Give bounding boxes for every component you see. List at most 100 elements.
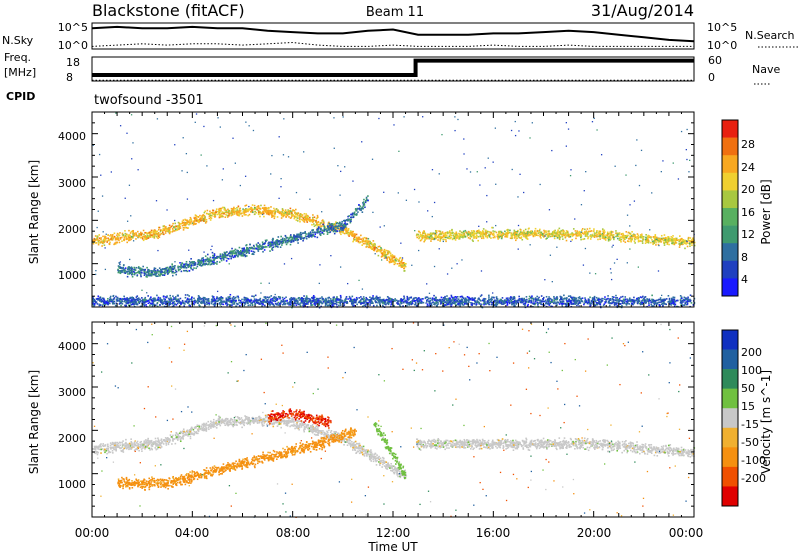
data-cell [218,216,221,219]
data-cell [265,240,267,243]
data-cell [684,247,686,250]
data-cell [129,236,131,239]
data-cell [205,259,208,261]
data-cell [565,232,568,234]
data-cell [528,299,531,302]
data-cell [334,228,337,231]
data-cell [402,264,405,267]
data-cell [349,297,352,300]
data-cell [163,305,166,308]
data-cell [237,254,240,256]
data-cell [461,300,464,303]
data-cell [621,234,624,237]
data-cell [222,258,225,261]
data-cell [248,252,251,254]
data-cell [123,237,126,239]
data-cell [680,237,683,240]
data-cell [214,257,217,259]
data-cell [645,234,647,236]
data-cell [660,301,662,303]
data-cell [202,220,205,222]
data-cell [209,260,212,263]
data-cell [584,232,587,234]
data-cell [470,230,473,232]
data-cell [526,232,528,235]
data-cell [365,296,368,299]
data-cell [534,230,536,232]
data-cell [179,225,181,228]
data-cell [630,238,632,240]
data-cell [485,232,487,234]
data-cell [358,204,360,206]
data-cell [604,236,607,239]
data-cell [589,302,592,305]
data-cell [179,268,181,271]
data-cell [351,235,354,237]
data-cell [657,241,660,243]
data-cell [168,232,171,235]
data-cell [292,214,295,216]
data-cell [613,236,615,239]
data-cell [510,233,513,235]
data-cell [440,296,443,299]
data-cell [160,229,163,231]
data-cell [258,243,261,246]
data-cell [210,217,213,220]
data-cell [681,303,683,306]
data-cell [634,238,636,241]
data-cell [361,244,364,246]
data-cell [278,243,280,246]
data-cell [317,231,320,233]
data-cell [97,240,100,243]
data-cell [479,232,482,235]
data-cell [267,244,270,247]
data-cell [344,224,346,227]
data-cell [270,241,272,243]
data-cell [367,195,369,197]
data-cell [148,236,151,238]
data-cell [666,237,668,239]
data-cell [623,299,626,302]
data-cell [151,270,153,272]
data-cell [663,242,666,245]
data-cell [237,297,240,299]
data-cell [601,237,604,239]
data-cell [204,216,206,219]
data-cell [262,212,265,215]
data-cell [113,232,116,235]
data-cell [539,231,542,234]
data-cell [539,233,541,236]
data-cell [169,231,172,233]
data-cell [281,241,284,244]
data-cell [472,240,474,243]
data-cell [107,234,109,237]
data-cell [403,270,406,272]
data-cell [118,234,121,237]
data-cell [644,238,647,241]
data-cell [381,298,383,301]
data-cell [637,239,640,242]
data-cell [113,302,116,305]
data-cell [423,232,426,234]
data-cell [300,213,303,216]
data-cell [165,269,168,272]
data-cell [318,227,320,230]
data-cell [684,240,687,243]
data-cell [355,214,358,216]
data-cell [206,257,209,259]
data-cell [286,241,289,244]
data-cell [267,213,270,216]
data-cell [266,296,269,299]
data-cell [342,230,344,233]
data-cell [388,300,391,303]
data-cell [658,239,660,242]
data-cell [342,225,345,227]
data-cell [365,301,368,304]
data-cell [456,298,458,300]
data-cell [367,243,370,245]
data-cell [472,237,475,239]
data-cell [440,236,443,239]
data-cell [300,301,303,303]
data-cell [141,303,144,306]
data-cell [438,233,441,235]
